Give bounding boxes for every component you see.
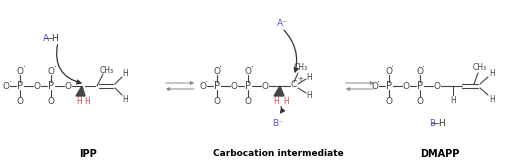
- Text: O: O: [386, 67, 393, 76]
- Text: O: O: [16, 96, 24, 106]
- Text: O: O: [3, 82, 10, 90]
- Text: H: H: [122, 94, 128, 103]
- Text: O: O: [33, 82, 40, 90]
- Text: O: O: [230, 82, 238, 90]
- Text: H: H: [450, 95, 456, 105]
- Text: A: A: [43, 34, 49, 42]
- Text: P: P: [417, 81, 423, 91]
- Text: ·: ·: [53, 62, 56, 72]
- Text: ·: ·: [23, 62, 26, 72]
- Text: O: O: [245, 67, 251, 76]
- Text: ·: ·: [250, 62, 253, 72]
- Text: P: P: [48, 81, 54, 91]
- Text: CH₃: CH₃: [473, 63, 487, 72]
- Text: B: B: [429, 120, 435, 128]
- Text: H: H: [283, 96, 289, 106]
- Text: DMAPP: DMAPP: [420, 149, 460, 159]
- Text: ·: ·: [205, 77, 208, 87]
- Text: O: O: [245, 96, 251, 106]
- Text: P: P: [386, 81, 392, 91]
- Text: O: O: [372, 82, 378, 90]
- Polygon shape: [274, 86, 284, 96]
- Text: H: H: [489, 69, 495, 78]
- Text: O: O: [416, 67, 423, 76]
- Text: O: O: [416, 96, 423, 106]
- Text: O: O: [386, 96, 393, 106]
- Text: P: P: [17, 81, 23, 91]
- Text: —H: —H: [43, 34, 59, 42]
- Text: B⁻: B⁻: [272, 120, 284, 128]
- Text: ·: ·: [220, 62, 223, 72]
- Text: O: O: [65, 82, 72, 90]
- Text: O: O: [402, 82, 410, 90]
- Text: O: O: [434, 82, 440, 90]
- Text: CH₃: CH₃: [100, 66, 114, 75]
- Text: O: O: [48, 96, 54, 106]
- Text: H: H: [273, 96, 279, 106]
- Text: H: H: [84, 96, 90, 106]
- Text: A⁻: A⁻: [276, 18, 287, 28]
- Text: ·: ·: [422, 62, 425, 72]
- Text: P: P: [214, 81, 220, 91]
- Text: —H: —H: [430, 120, 446, 128]
- Text: H: H: [306, 90, 312, 99]
- Text: Carbocation intermediate: Carbocation intermediate: [212, 150, 344, 159]
- Text: H: H: [76, 96, 82, 106]
- Text: O: O: [200, 82, 206, 90]
- Text: ·: ·: [377, 77, 380, 87]
- Text: O: O: [214, 96, 221, 106]
- Text: +: +: [297, 76, 303, 82]
- Text: ·: ·: [9, 77, 11, 87]
- Text: H: H: [489, 94, 495, 103]
- Text: H: H: [306, 73, 312, 82]
- Text: C: C: [291, 80, 297, 88]
- Text: O: O: [262, 82, 268, 90]
- Text: O: O: [214, 67, 221, 76]
- Text: O: O: [48, 67, 54, 76]
- Text: CH₃: CH₃: [294, 63, 308, 72]
- Text: P: P: [245, 81, 251, 91]
- Text: O: O: [16, 67, 24, 76]
- Polygon shape: [76, 86, 85, 96]
- Text: ·: ·: [392, 62, 395, 72]
- Text: H: H: [122, 69, 128, 78]
- Text: IPP: IPP: [79, 149, 97, 159]
